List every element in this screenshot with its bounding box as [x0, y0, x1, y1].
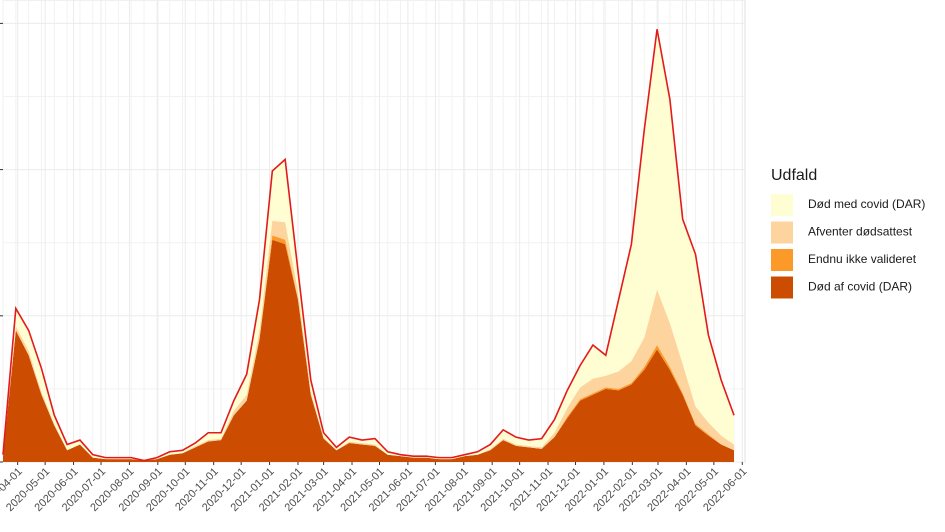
legend-label: Endnu ikke valideret: [808, 252, 917, 266]
legend-swatch: [771, 221, 793, 244]
legend-swatch: [771, 276, 793, 299]
legend-swatch: [771, 194, 793, 216]
total-outline: [2, 29, 735, 462]
area: [3, 29, 735, 461]
legend-swatch: [771, 249, 793, 271]
legend-label: Afventer dødsattest: [808, 225, 913, 239]
legend-title: Udfald: [771, 167, 817, 184]
legend-label: Død af covid (DAR): [808, 280, 912, 294]
area: [3, 239, 735, 462]
legend-label: Død med covid (DAR): [808, 197, 925, 211]
